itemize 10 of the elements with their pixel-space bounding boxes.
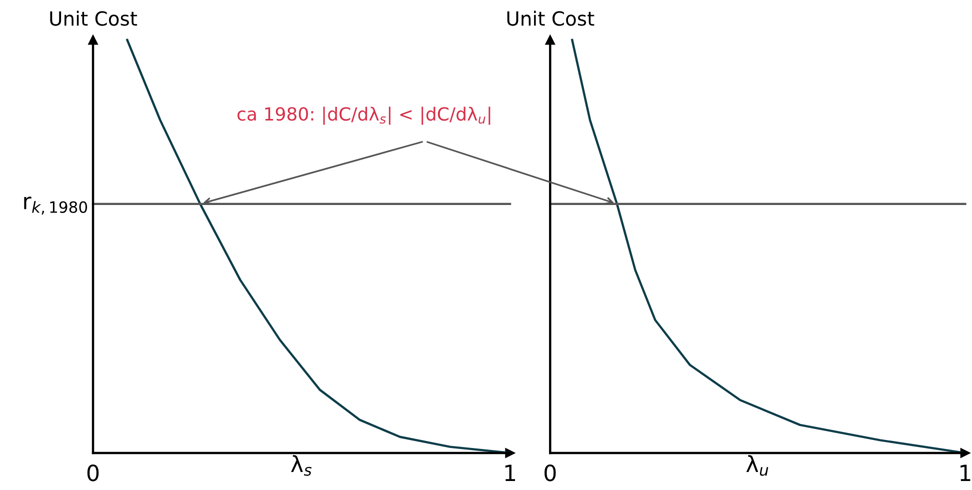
x-tick-label: 1 xyxy=(960,464,970,481)
ref-line-label: r$_{k,1980}$ xyxy=(24,196,88,215)
x-tick-label: 0 xyxy=(87,464,99,482)
y-axis-title: Unit Cost xyxy=(507,10,594,26)
x-axis-title: λ$_{s}$ xyxy=(291,455,312,476)
y-axis-title: Unit Cost xyxy=(50,10,138,26)
x-tick-label: 1 xyxy=(505,464,516,481)
x-tick-label: 0 xyxy=(544,464,556,482)
x-axis-title: λ$_{u}$ xyxy=(746,455,768,476)
annotation: ca 1980: |dC/dλ$_{s}$| < |dC/dλ$_{u}$| xyxy=(237,106,490,125)
